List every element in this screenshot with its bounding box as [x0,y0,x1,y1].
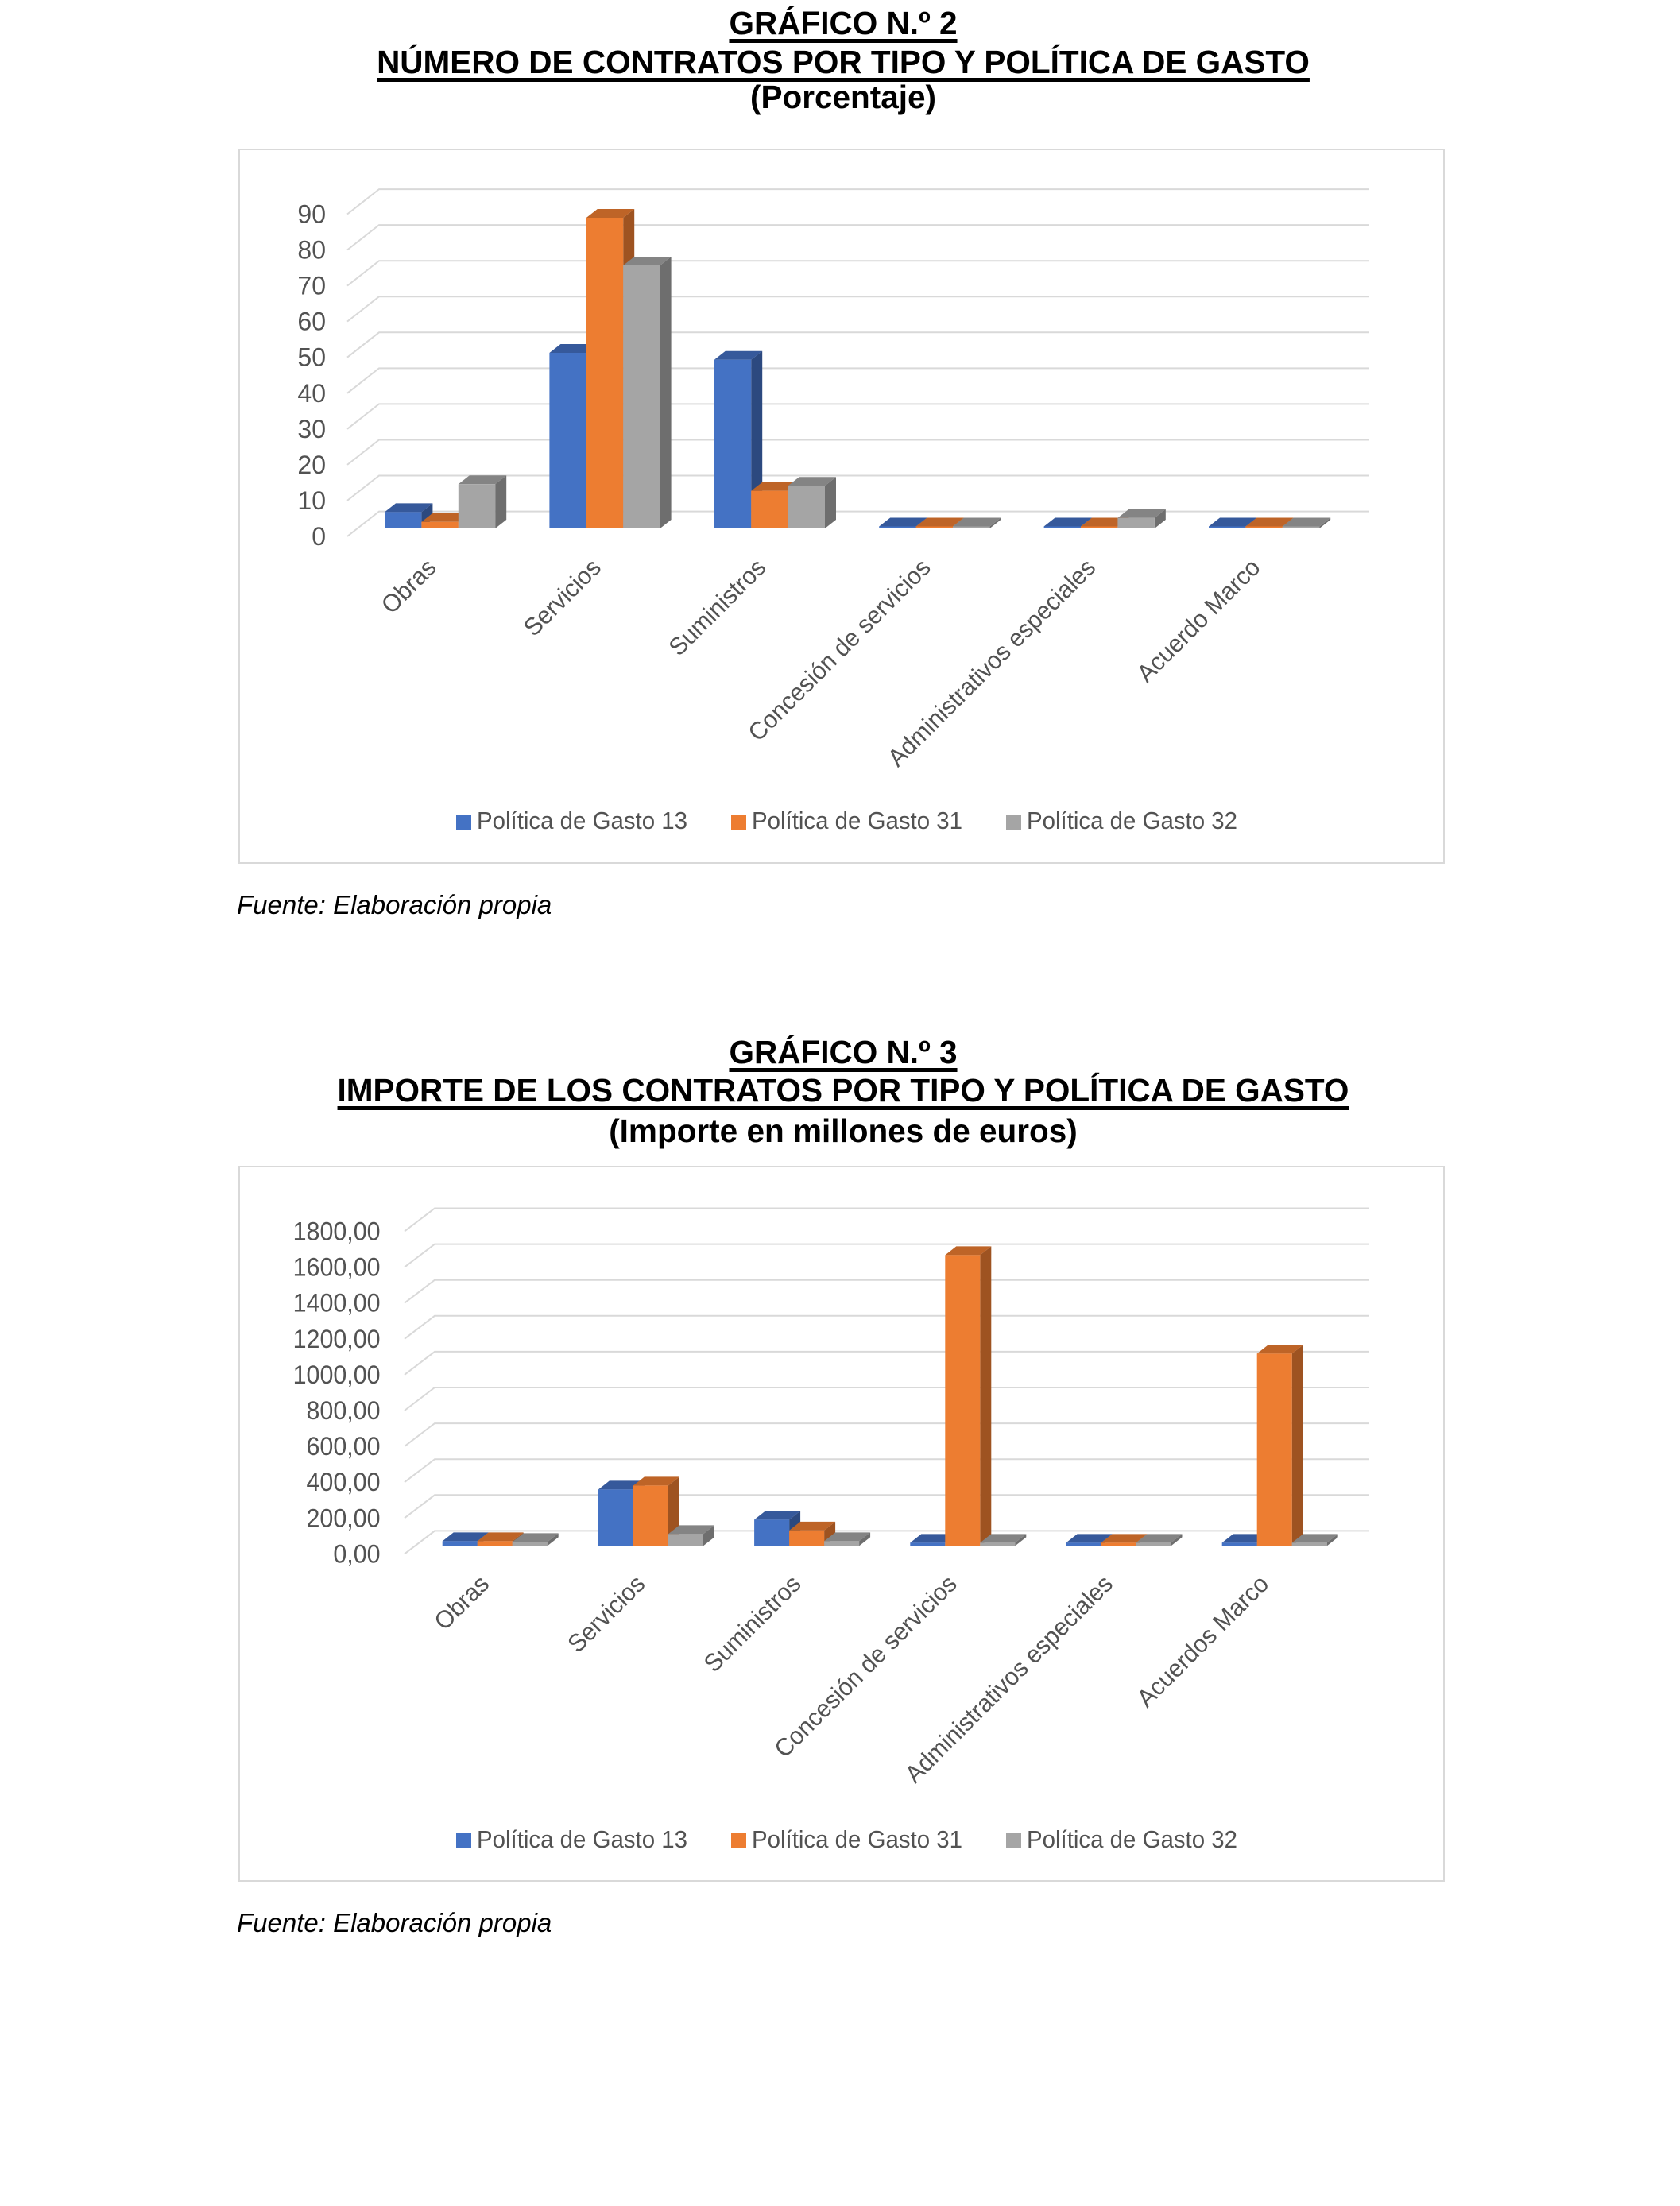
svg-text:Política de Gasto 13: Política de Gasto 13 [477,807,687,834]
svg-text:1000,00: 1000,00 [293,1360,381,1389]
svg-text:Política de Gasto 31: Política de Gasto 31 [752,1825,962,1853]
svg-text:1800,00: 1800,00 [293,1217,381,1246]
svg-text:20: 20 [297,451,326,479]
svg-text:80: 80 [297,236,326,265]
svg-text:200,00: 200,00 [307,1504,381,1533]
svg-text:90: 90 [297,200,326,229]
svg-text:10: 10 [297,486,326,515]
svg-text:0,00: 0,00 [333,1540,380,1569]
svg-text:Política de Gasto 31: Política de Gasto 31 [752,807,962,834]
svg-text:30: 30 [297,415,326,443]
svg-text:1400,00: 1400,00 [293,1289,381,1318]
svg-text:0: 0 [312,522,326,551]
svg-text:50: 50 [297,343,326,372]
svg-text:70: 70 [297,272,326,300]
svg-text:40: 40 [297,379,326,408]
svg-text:1200,00: 1200,00 [293,1325,381,1353]
svg-text:60: 60 [297,308,326,336]
svg-text:1600,00: 1600,00 [293,1253,381,1282]
svg-text:Política de Gasto 32: Política de Gasto 32 [1027,1825,1237,1853]
svg-text:600,00: 600,00 [307,1432,381,1461]
svg-text:800,00: 800,00 [307,1396,381,1425]
svg-text:400,00: 400,00 [307,1468,381,1496]
svg-text:Política de Gasto 32: Política de Gasto 32 [1027,807,1237,834]
svg-text:Política de Gasto 13: Política de Gasto 13 [477,1825,687,1853]
